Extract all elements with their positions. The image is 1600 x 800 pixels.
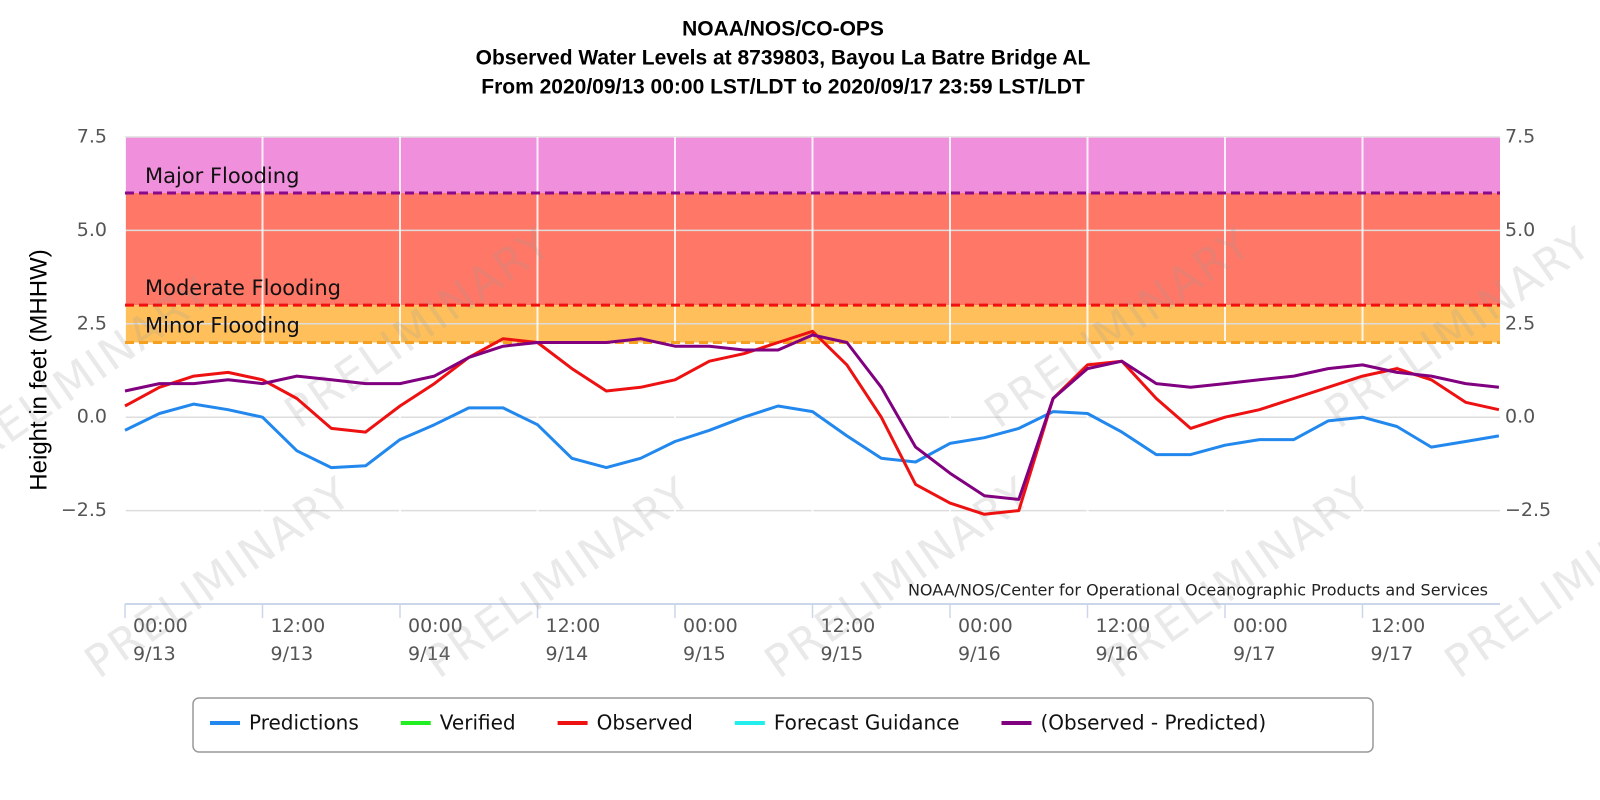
series-line	[124, 402, 1500, 470]
x-tick-label-line: 9/15	[821, 643, 864, 665]
chart-title: NOAA/NOS/CO-OPS	[682, 18, 884, 41]
x-tick-label-line: 9/16	[1096, 643, 1139, 665]
series-line	[124, 329, 1500, 516]
x-tick-label-line: 9/13	[133, 643, 176, 665]
chart-subtitle: From 2020/09/13 00:00 LST/LDT to 2020/09…	[481, 76, 1085, 99]
y2-tick-label: 0.0	[1505, 406, 1535, 428]
y-axis-label: Height in feet (MHHW)	[25, 249, 52, 490]
x-tick-label: 00:00 9/16	[958, 615, 1013, 665]
credit: NOAA/NOS/Center for Operational Oceanogr…	[908, 581, 1488, 600]
y-tick-label: 0.0	[77, 406, 107, 428]
y-tick-label: 7.5	[77, 126, 107, 148]
legend-label: Verified	[440, 711, 516, 735]
x-tick-label: 00:00 9/15	[683, 615, 738, 665]
threshold-label: Minor Flooding	[145, 313, 300, 337]
x-tick-label-line: 9/14	[408, 643, 451, 665]
x-tick-label-line: 12:00	[821, 615, 876, 637]
x-tick-label-line: 12:00	[271, 615, 326, 637]
chart-subtitle: Observed Water Levels at 8739803, Bayou …	[476, 47, 1091, 70]
legend-label: Predictions	[249, 711, 359, 735]
x-tick-label-line: 00:00	[958, 615, 1013, 637]
y2-tick-label: 5.0	[1505, 219, 1535, 241]
y-tick-label: 5.0	[77, 219, 107, 241]
x-tick-label: 12:00 9/13	[271, 615, 326, 665]
x-tick-label: 12:00 9/15	[821, 615, 876, 665]
x-tick-label-line: 12:00	[546, 615, 601, 637]
x-tick-label: 00:00 9/14	[408, 615, 463, 665]
x-tick-label-line: 9/15	[683, 643, 726, 665]
x-tick-label: 00:00 9/13	[133, 615, 188, 665]
legend-box	[192, 697, 1374, 753]
x-tick-label-line: 9/16	[958, 643, 1001, 665]
x-tick-label-line: 00:00	[133, 615, 188, 637]
series-line	[124, 333, 1500, 501]
x-tick-label-line: 12:00	[1371, 615, 1426, 637]
y2-tick-label: −2.5	[1505, 499, 1551, 521]
x-tick-label-line: 00:00	[1233, 615, 1288, 637]
threshold-label: Major Flooding	[145, 164, 299, 188]
x-tick-label: 12:00 9/16	[1096, 615, 1151, 665]
x-tick-label-line: 00:00	[408, 615, 463, 637]
threshold-label: Moderate Flooding	[145, 276, 341, 300]
x-tick-label: 00:00 9/17	[1233, 615, 1288, 665]
x-tick-label-line: 00:00	[683, 615, 738, 637]
x-tick-label-line: 9/13	[271, 643, 314, 665]
legend-label: Forecast Guidance	[774, 711, 960, 735]
x-tick-label: 12:00 9/17	[1371, 615, 1426, 665]
y-tick-label: 2.5	[77, 312, 107, 334]
y2-tick-label: 7.5	[1505, 126, 1535, 148]
y-tick-label: −2.5	[61, 499, 107, 521]
legend-label: Observed	[597, 711, 693, 735]
x-tick-label-line: 12:00	[1096, 615, 1151, 637]
x-tick-label-line: 9/14	[546, 643, 589, 665]
y2-tick-label: 2.5	[1505, 312, 1535, 334]
x-tick-label: 12:00 9/14	[546, 615, 601, 665]
x-tick-label-line: 9/17	[1233, 643, 1276, 665]
x-tick-label-line: 9/17	[1371, 643, 1414, 665]
legend-label: (Observed - Predicted)	[1040, 711, 1266, 735]
